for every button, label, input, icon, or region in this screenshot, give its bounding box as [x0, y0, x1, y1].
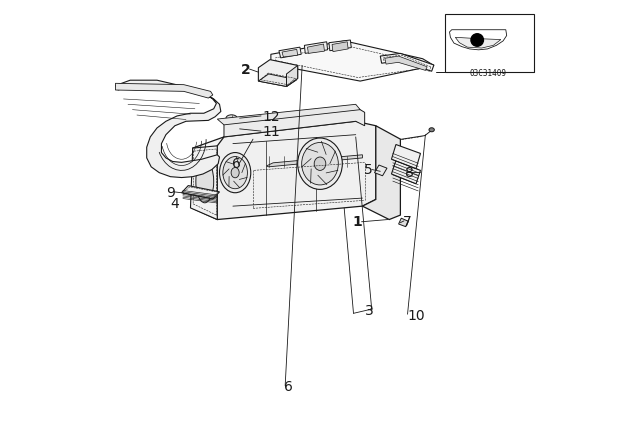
Polygon shape [385, 56, 427, 70]
Polygon shape [455, 37, 501, 48]
Polygon shape [392, 145, 420, 168]
Text: 03C31409: 03C31409 [469, 69, 506, 78]
Text: 11: 11 [262, 125, 280, 139]
Ellipse shape [226, 115, 237, 121]
Polygon shape [332, 42, 348, 52]
Polygon shape [374, 165, 387, 176]
Text: 2: 2 [241, 63, 251, 77]
Text: 6: 6 [284, 380, 293, 394]
Ellipse shape [372, 142, 377, 146]
Polygon shape [115, 83, 213, 98]
Ellipse shape [231, 168, 239, 178]
Polygon shape [224, 107, 365, 137]
Ellipse shape [301, 142, 339, 185]
Polygon shape [279, 47, 301, 58]
Polygon shape [115, 80, 221, 177]
Polygon shape [449, 30, 507, 50]
Polygon shape [266, 155, 362, 167]
Ellipse shape [314, 157, 326, 170]
Ellipse shape [220, 152, 251, 193]
Ellipse shape [298, 138, 342, 190]
Polygon shape [287, 65, 298, 86]
Polygon shape [217, 121, 376, 220]
Polygon shape [182, 185, 220, 199]
Text: 1: 1 [353, 215, 362, 229]
Polygon shape [362, 126, 401, 220]
Ellipse shape [228, 125, 238, 133]
Polygon shape [217, 104, 360, 125]
Text: 10: 10 [407, 309, 425, 323]
Polygon shape [243, 123, 269, 136]
Ellipse shape [196, 160, 214, 203]
Polygon shape [259, 60, 298, 86]
Circle shape [471, 34, 483, 46]
Text: 9: 9 [166, 186, 175, 200]
Polygon shape [305, 42, 328, 53]
Text: 7: 7 [403, 215, 412, 229]
Text: 12: 12 [262, 110, 280, 124]
Polygon shape [193, 137, 233, 220]
Polygon shape [282, 49, 298, 57]
Polygon shape [259, 74, 297, 86]
Polygon shape [307, 44, 324, 53]
Text: 6: 6 [232, 157, 241, 171]
Ellipse shape [223, 156, 248, 189]
Bar [445, 14, 534, 72]
Polygon shape [392, 160, 420, 184]
Ellipse shape [429, 128, 435, 132]
Text: 5: 5 [364, 164, 372, 177]
Polygon shape [237, 122, 365, 145]
Text: 3: 3 [365, 304, 374, 318]
Polygon shape [399, 218, 408, 227]
Polygon shape [191, 146, 217, 220]
Text: 4: 4 [170, 197, 179, 211]
Polygon shape [271, 121, 309, 134]
Polygon shape [380, 53, 434, 71]
Polygon shape [329, 40, 351, 51]
Polygon shape [271, 41, 434, 81]
Text: 8: 8 [405, 166, 413, 180]
